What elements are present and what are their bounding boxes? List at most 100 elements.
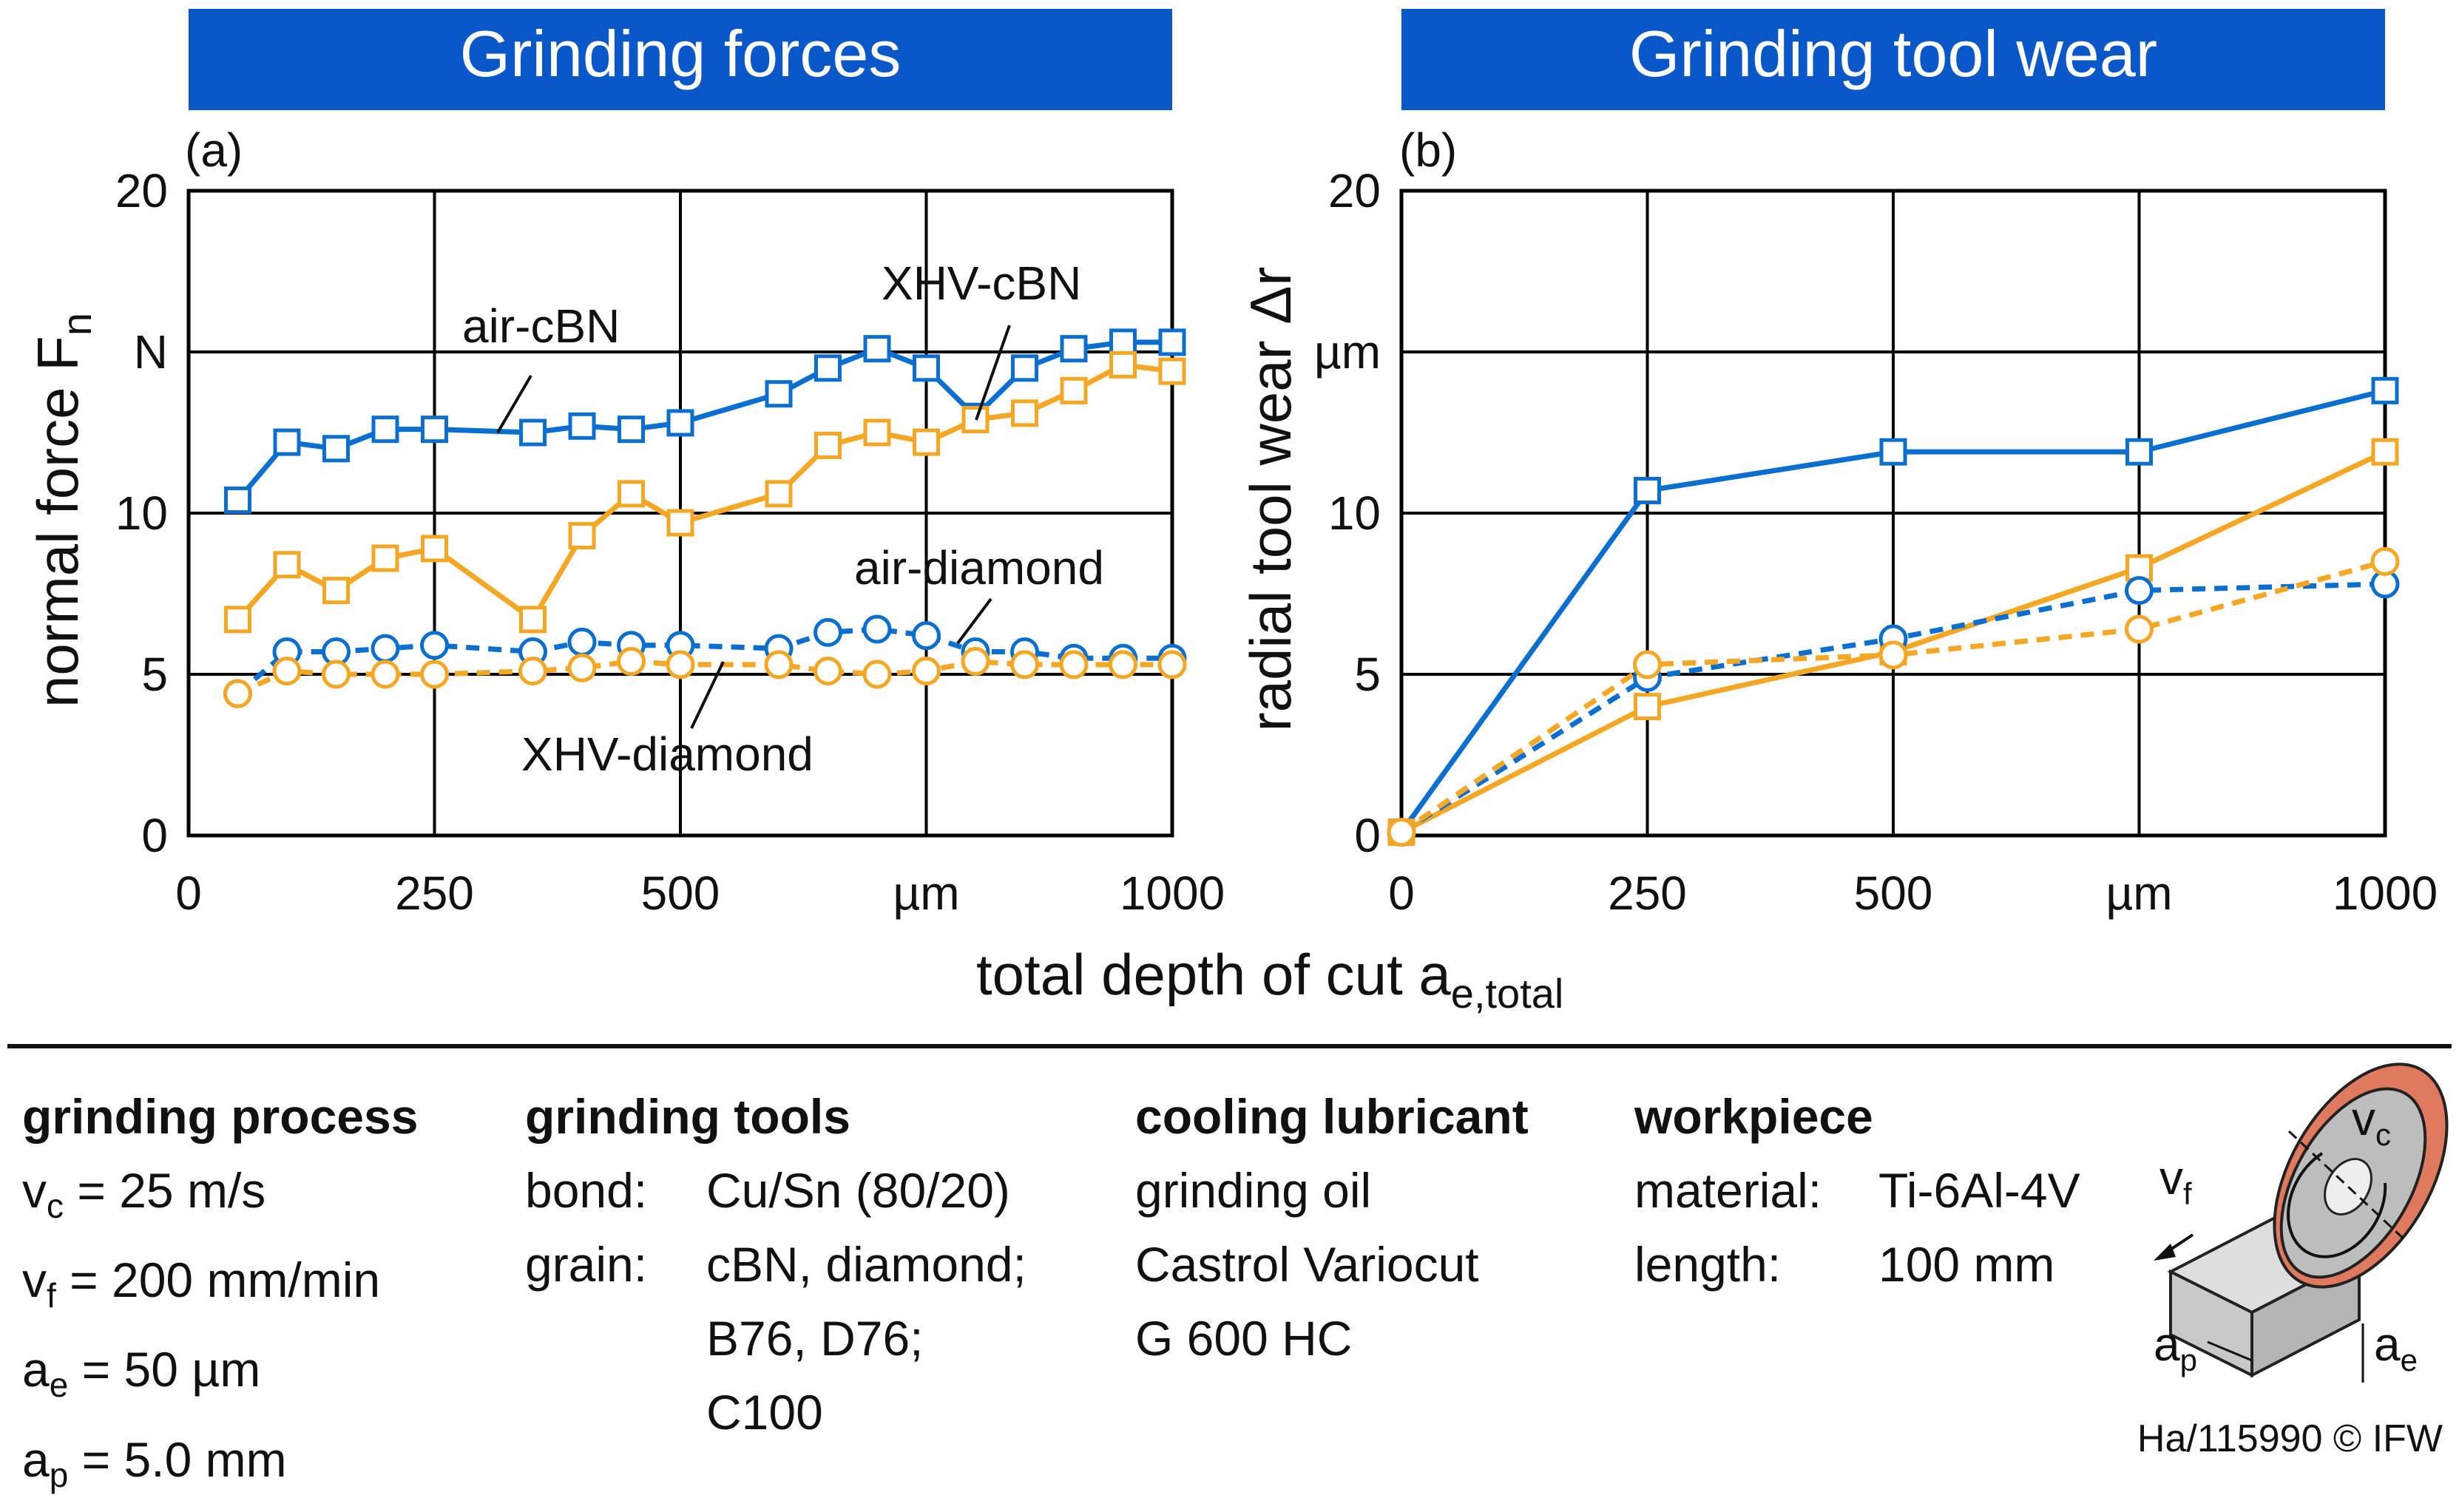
chart-a-point-xhv-diamond — [567, 653, 597, 682]
chart-a-y-tick-label: 0 — [141, 809, 168, 862]
info-grinding-tools: grinding tools bond: Cu/Sn (80/20) grain:… — [525, 1079, 1026, 1449]
ae-sym: a — [2374, 1318, 2401, 1371]
chart-a-point-air-cbn — [421, 416, 448, 444]
ap-value: = 5.0 mm — [81, 1431, 287, 1487]
chart-a-point-air-cbn — [1060, 335, 1088, 363]
material-value: Ti-6Al-4V — [1878, 1163, 2080, 1218]
banner-right — [1401, 9, 2385, 110]
chart-a-point-xhv-diamond — [322, 660, 351, 689]
chart-a-point-air-cbn — [224, 487, 251, 515]
chart-a-point-xhv-cbn — [1158, 357, 1186, 385]
chart-a-x-tick-label: 250 — [395, 867, 474, 920]
ae-sub: e — [2401, 1343, 2418, 1377]
chart-b-x-tick-label: 500 — [1854, 867, 1933, 920]
chart-a-point-xhv-diamond — [223, 679, 252, 708]
grain-line-2: B76, D76; — [706, 1311, 924, 1366]
chart-a-point-air-cbn — [618, 416, 645, 444]
ae-subscript: e — [49, 1366, 69, 1405]
chart-a-point-air-cbn — [1109, 328, 1137, 356]
grain-label: grain: — [525, 1237, 648, 1292]
chart-a-point-air-diamond — [567, 627, 597, 657]
grinding-sketch: vc vf ap ae — [2154, 1062, 2449, 1383]
banner-left — [189, 9, 1172, 110]
info-process-row-ap: ap = 5.0 mm — [22, 1423, 418, 1512]
chart-b-point-xhv-diamond — [1633, 650, 1662, 679]
chart-a-point-xhv-cbn — [961, 406, 990, 434]
figure-canvas: Grinding forces Grinding tool wear (a) (… — [7, 9, 2452, 1383]
chart-b-y-tick-label: 10 — [1328, 487, 1381, 540]
chart-b-x-tick-label: 1000 — [2333, 867, 2438, 920]
coolant-line-1: grinding oil — [1135, 1163, 1372, 1218]
chart-b-point-air-cbn — [2125, 438, 2153, 466]
ap-label: ap — [2154, 1318, 2197, 1377]
vf-subscript: f — [47, 1276, 56, 1315]
annot-xhv-cbn-leader — [975, 325, 1011, 421]
panel-b-label: (b) — [1399, 123, 1457, 177]
chart-a-x-tick-label: 0 — [175, 867, 202, 920]
chart-a-point-air-cbn — [1011, 354, 1038, 382]
chart-a-point-xhv-cbn — [371, 544, 399, 572]
chart-a-y-tick-label: 20 — [115, 164, 168, 217]
grain-line-3: C100 — [706, 1385, 823, 1440]
footer-credit: Ha/115990 © IFW — [2137, 1417, 2443, 1460]
ap-dimension-line — [2207, 1340, 2253, 1362]
chart-b-point-air-cbn — [1634, 476, 1661, 504]
chart-a-x-tick-label: µm — [893, 867, 959, 920]
vf-label: vf — [2159, 1151, 2192, 1211]
banner-right-title: Grinding tool wear — [1629, 17, 2157, 90]
chart-a-point-xhv-diamond — [420, 660, 449, 689]
chart-a-x-tick-label: 1000 — [1120, 867, 1225, 920]
chart-a-point-xhv-diamond — [1059, 650, 1089, 679]
chart-a-point-xhv-cbn — [568, 522, 596, 550]
grain-line-1: cBN, diamond; — [706, 1237, 1026, 1292]
chart-a-point-xhv-cbn — [1060, 376, 1088, 404]
chart-a-point-xhv-diamond — [666, 650, 695, 679]
chart-a-point-xhv-cbn — [618, 480, 645, 508]
chart-b-y-tick-label: 5 — [1354, 648, 1381, 701]
chart-b-point-xhv-diamond — [1387, 818, 1416, 847]
chart-b-x-tick-label: 250 — [1608, 867, 1687, 920]
chart-a-point-air-cbn — [913, 354, 940, 382]
material-label: material: — [1634, 1163, 1822, 1218]
chart-a-point-xhv-cbn — [421, 535, 448, 563]
wheel-hub-icon — [2324, 1158, 2372, 1216]
chart-b-point-xhv-diamond — [2125, 614, 2154, 644]
info-grinding-process: grinding process vc = 25 m/s vf = 200 mm… — [22, 1079, 418, 1512]
chart-b-point-xhv-cbn — [1634, 693, 1661, 721]
banner-left-title: Grinding forces — [460, 17, 902, 90]
chart-a-point-xhv-cbn — [273, 551, 301, 579]
y-axis-label-a-main: normal force F — [25, 336, 90, 708]
chart-a-point-air-cbn — [273, 428, 301, 456]
wheel-axis — [2287, 1130, 2409, 1244]
chart-a-point-xhv-diamond — [1109, 650, 1137, 679]
chart-a-y-tick-label: N — [134, 325, 168, 379]
vc-symbol: v — [22, 1163, 47, 1218]
info-process-row-ae: ae = 50 µm — [22, 1332, 418, 1422]
ap-subscript: p — [49, 1455, 69, 1494]
chart-b-point-air-cbn — [2371, 376, 2399, 404]
vf-value: = 200 mm/min — [70, 1252, 381, 1308]
rotation-arrow-icon — [2287, 1152, 2387, 1258]
chart-a-y-tick-label: 10 — [115, 487, 168, 540]
chart-b-point-xhv-cbn — [2371, 438, 2399, 466]
x-axis-label: total depth of cut ae,total — [976, 942, 1563, 1017]
ae-symbol: a — [22, 1342, 50, 1397]
chart-a-point-air-diamond — [420, 631, 449, 660]
chart-a-point-xhv-diamond — [272, 657, 302, 686]
chart-b: 0 250 500 µm 1000 0 5 10 µm 20 — [1314, 164, 2438, 920]
vc-subscript: c — [47, 1187, 64, 1226]
panel-a-label: (a) — [185, 123, 243, 177]
chart-a-point-xhv-diamond — [1010, 650, 1039, 679]
y-axis-label-a: normal force Fn — [25, 313, 100, 708]
workpiece-material-row: material: Ti-6Al-4V — [1634, 1153, 2080, 1227]
chart-a-point-air-cbn — [519, 418, 547, 447]
annot-xhv-diamond: XHV-diamond — [521, 728, 814, 781]
vc-sub: c — [2375, 1117, 2391, 1152]
y-axis-label-b: radial tool wear Δr — [1238, 267, 1303, 732]
chart-a-point-xhv-diamond — [814, 657, 842, 686]
info-workpiece-heading: workpiece — [1634, 1089, 1873, 1144]
chart-a-point-air-diamond — [912, 621, 941, 651]
x-axis-label-main: total depth of cut a — [976, 942, 1451, 1007]
chart-a-y-tick-label: 5 — [141, 648, 168, 701]
chart-b-point-xhv-diamond — [2370, 546, 2400, 576]
